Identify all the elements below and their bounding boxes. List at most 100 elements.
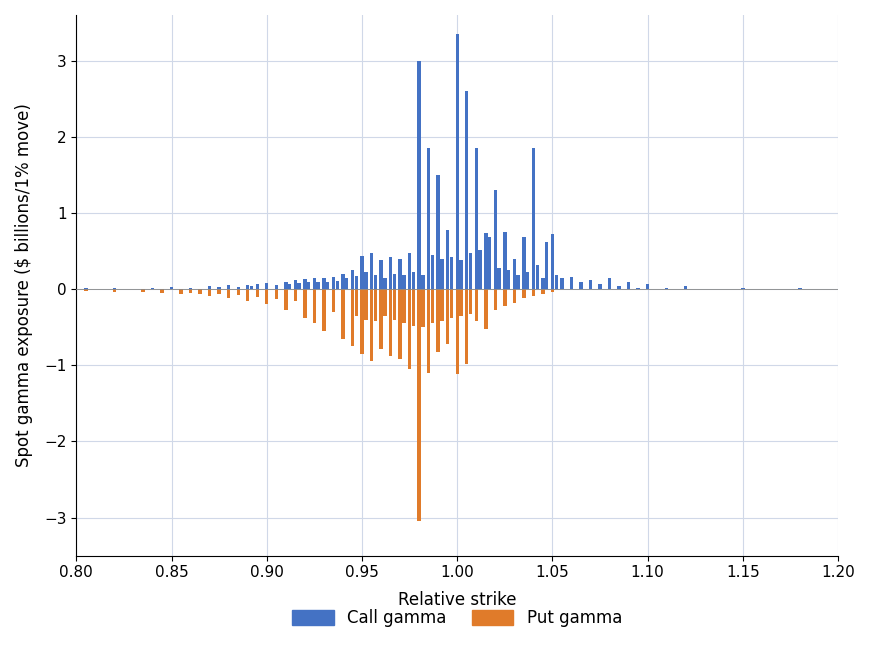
Bar: [236, 287, 240, 289]
Bar: [255, 289, 259, 297]
Bar: [294, 289, 296, 301]
Bar: [198, 289, 202, 294]
Bar: [160, 289, 163, 293]
Bar: [169, 287, 173, 289]
Bar: [446, 289, 449, 344]
Bar: [265, 283, 269, 289]
Bar: [427, 149, 430, 289]
Bar: [401, 276, 405, 289]
Bar: [360, 289, 363, 354]
Bar: [417, 289, 421, 521]
Bar: [440, 289, 443, 321]
Bar: [636, 288, 639, 289]
Bar: [345, 278, 348, 289]
Bar: [427, 289, 430, 373]
Bar: [288, 284, 291, 289]
Bar: [544, 242, 547, 289]
Bar: [502, 289, 506, 306]
Bar: [683, 286, 687, 289]
Bar: [440, 259, 443, 289]
Bar: [322, 278, 325, 289]
Bar: [265, 289, 269, 304]
Bar: [459, 289, 462, 316]
Bar: [550, 289, 554, 292]
Bar: [392, 289, 395, 320]
Bar: [322, 289, 325, 331]
Bar: [664, 288, 667, 289]
Bar: [430, 255, 434, 289]
Bar: [465, 91, 468, 289]
Bar: [541, 289, 544, 294]
Bar: [740, 288, 744, 289]
Bar: [493, 289, 496, 310]
Bar: [382, 278, 386, 289]
Bar: [579, 282, 582, 289]
Bar: [421, 289, 424, 327]
Bar: [512, 289, 515, 303]
Bar: [436, 175, 440, 289]
Bar: [364, 289, 367, 320]
Bar: [249, 286, 253, 289]
Bar: [297, 283, 301, 289]
Bar: [236, 289, 240, 295]
Bar: [246, 289, 249, 300]
Bar: [521, 289, 525, 298]
Bar: [326, 282, 329, 289]
Bar: [483, 289, 487, 329]
Bar: [369, 289, 373, 362]
Bar: [355, 289, 358, 316]
Bar: [350, 270, 354, 289]
Bar: [560, 278, 563, 289]
Bar: [302, 289, 306, 318]
Bar: [455, 289, 459, 374]
Bar: [350, 289, 354, 346]
Bar: [474, 149, 477, 289]
Bar: [360, 255, 363, 289]
Bar: [436, 289, 440, 351]
Bar: [227, 289, 230, 298]
Bar: [255, 284, 259, 289]
Bar: [331, 289, 335, 312]
Bar: [516, 276, 520, 289]
Bar: [246, 284, 249, 289]
Legend: Call gamma, Put gamma: Call gamma, Put gamma: [285, 603, 628, 634]
Bar: [554, 276, 557, 289]
Bar: [474, 289, 477, 321]
Bar: [294, 280, 296, 289]
Bar: [446, 230, 449, 289]
Bar: [307, 282, 310, 289]
Bar: [478, 249, 481, 289]
Bar: [208, 286, 211, 289]
Bar: [217, 287, 221, 289]
Bar: [284, 289, 288, 310]
Bar: [468, 253, 472, 289]
Bar: [541, 278, 544, 289]
X-axis label: Relative strike: Relative strike: [397, 591, 516, 610]
Bar: [335, 281, 339, 289]
Bar: [459, 260, 462, 289]
Bar: [341, 289, 344, 339]
Bar: [449, 289, 453, 318]
Y-axis label: Spot gamma exposure ($ billions/1% move): Spot gamma exposure ($ billions/1% move): [15, 103, 33, 467]
Bar: [392, 274, 395, 289]
Bar: [312, 278, 315, 289]
Bar: [465, 289, 468, 364]
Bar: [275, 284, 278, 289]
Bar: [645, 284, 648, 289]
Bar: [227, 286, 230, 289]
Bar: [617, 286, 620, 289]
Bar: [284, 282, 288, 289]
Bar: [369, 253, 373, 289]
Bar: [364, 272, 367, 289]
Bar: [331, 277, 335, 289]
Bar: [84, 289, 88, 292]
Bar: [189, 288, 192, 289]
Bar: [521, 237, 525, 289]
Bar: [512, 259, 515, 289]
Bar: [411, 289, 415, 326]
Bar: [316, 282, 320, 289]
Bar: [421, 276, 424, 289]
Bar: [493, 190, 496, 289]
Bar: [373, 276, 376, 289]
Bar: [468, 289, 472, 314]
